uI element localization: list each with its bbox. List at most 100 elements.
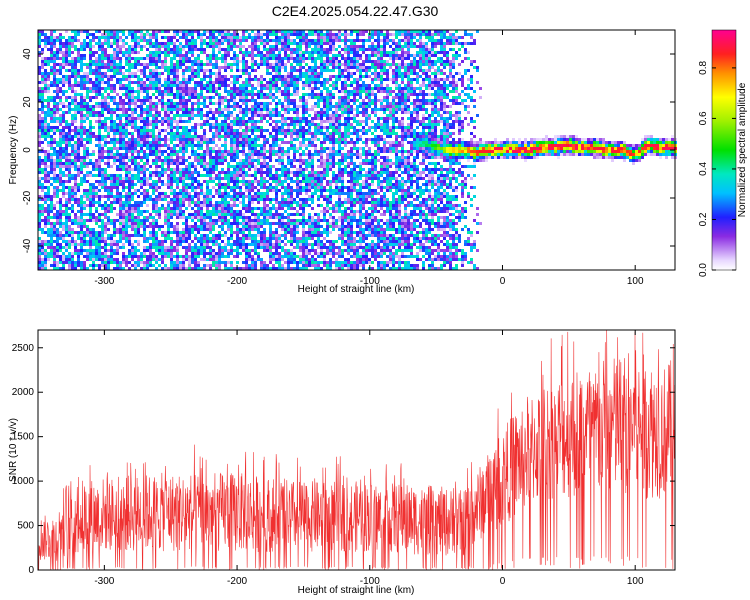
spectrogram-cell	[263, 213, 266, 216]
spectrogram-cell	[119, 78, 122, 81]
spectrogram-cell	[83, 99, 86, 102]
spectrogram-cell	[206, 114, 209, 117]
spectrogram-cell	[56, 48, 59, 51]
spectrogram-cell	[260, 243, 263, 246]
spectrogram-cell	[224, 195, 227, 198]
spectrogram-cell	[242, 162, 245, 165]
spectrogram-cell	[77, 222, 80, 225]
spectrogram-cell	[188, 99, 191, 102]
spectrogram-cell	[182, 105, 185, 108]
spectrogram-cell	[266, 72, 269, 75]
spectrogram-cell	[128, 192, 131, 195]
spectrogram-cell	[158, 159, 161, 162]
spectrogram-cell	[224, 249, 227, 252]
spectrogram-cell	[65, 39, 68, 42]
spectrogram-cell	[170, 171, 173, 174]
spectrogram-cell	[203, 267, 206, 270]
spectrogram-cell	[71, 66, 74, 69]
spectrogram-cell	[146, 126, 149, 129]
spectrogram-cell	[44, 129, 47, 132]
spectrogram-cell	[212, 219, 215, 222]
spectrogram-cell	[254, 135, 257, 138]
spectrogram-cell	[107, 147, 110, 150]
spectrogram-cell	[107, 39, 110, 42]
spectrogram-cell	[56, 111, 59, 114]
spectrogram-cell	[221, 216, 224, 219]
spectrogram-cell	[158, 144, 161, 147]
spectrogram-cell	[251, 99, 254, 102]
spectrogram-cell	[161, 84, 164, 87]
spectrogram-cell	[38, 93, 41, 96]
spectrogram-cell	[65, 261, 68, 264]
spectrogram-cell	[245, 171, 248, 174]
spectrogram-cell	[203, 114, 206, 117]
spectrogram-cell	[86, 162, 89, 165]
spectrogram-cell	[50, 54, 53, 57]
spectrogram-cell	[275, 201, 278, 204]
spectrogram-cell	[80, 228, 83, 231]
spectrogram-cell	[278, 99, 281, 102]
spectrogram-cell	[134, 105, 137, 108]
spectrogram-cell	[131, 33, 134, 36]
spectrogram-cell	[266, 30, 269, 33]
spectrogram-cell	[209, 255, 212, 258]
spectrogram-cell	[161, 66, 164, 69]
spectrogram-cell	[224, 174, 227, 177]
spectrogram-cell	[248, 195, 251, 198]
spectrogram-cell	[161, 171, 164, 174]
spectrogram-cell	[167, 216, 170, 219]
spectrogram-cell	[167, 231, 170, 234]
spectrogram-cell	[215, 162, 218, 165]
spectrogram-cell	[215, 132, 218, 135]
spectrogram-cell	[80, 108, 83, 111]
spectrogram-cell	[230, 195, 233, 198]
spectrogram-cell	[62, 78, 65, 81]
spectrogram-cell	[281, 114, 284, 117]
spectrogram-cell	[104, 210, 107, 213]
spectrogram-cell	[137, 255, 140, 258]
spectrogram-cell	[110, 75, 113, 78]
spectrogram-cell	[134, 183, 137, 186]
spectrogram-cell	[110, 129, 113, 132]
spectrogram-cell	[272, 174, 275, 177]
spectrogram-cell	[44, 225, 47, 228]
spectrogram-cell	[104, 48, 107, 51]
spectrogram-cell	[59, 129, 62, 132]
spectrogram-cell	[209, 165, 212, 168]
spectrogram-cell	[203, 48, 206, 51]
spectrogram-cell	[53, 45, 56, 48]
spectrogram-cell	[275, 33, 278, 36]
spectrogram-cell	[68, 216, 71, 219]
spectrogram-cell	[191, 150, 194, 153]
spectrogram-cell	[155, 240, 158, 243]
spectrogram-cell	[170, 246, 173, 249]
spectrogram-cell	[98, 255, 101, 258]
spectrogram-cell	[170, 138, 173, 141]
spectrogram-cell	[74, 45, 77, 48]
spectrogram-cell	[77, 171, 80, 174]
spectrogram-cell	[212, 66, 215, 69]
spectrogram-cell	[236, 150, 239, 153]
spectrogram-cell	[233, 60, 236, 63]
spectrogram-cell	[194, 195, 197, 198]
spectrogram-cell	[242, 195, 245, 198]
spectrogram-cell	[137, 138, 140, 141]
spectrogram-cell	[68, 192, 71, 195]
spectrogram-cell	[77, 105, 80, 108]
spectrogram-cell	[167, 195, 170, 198]
spectrogram-cell	[182, 78, 185, 81]
spectrogram-cell	[233, 150, 236, 153]
spectrogram-cell	[260, 33, 263, 36]
spectrogram-cell	[254, 261, 257, 264]
spectrogram-cell	[89, 69, 92, 72]
spectrogram-cell	[188, 51, 191, 54]
spectrogram-cell	[272, 33, 275, 36]
spectrogram-cell	[101, 252, 104, 255]
spectrogram-cell	[125, 120, 128, 123]
spectrogram-cell	[119, 87, 122, 90]
spectrogram-cell	[209, 117, 212, 120]
spectrogram-cell	[254, 177, 257, 180]
spectrogram-cell	[209, 168, 212, 171]
spectrogram-cell	[104, 195, 107, 198]
spectrogram-cell	[107, 132, 110, 135]
